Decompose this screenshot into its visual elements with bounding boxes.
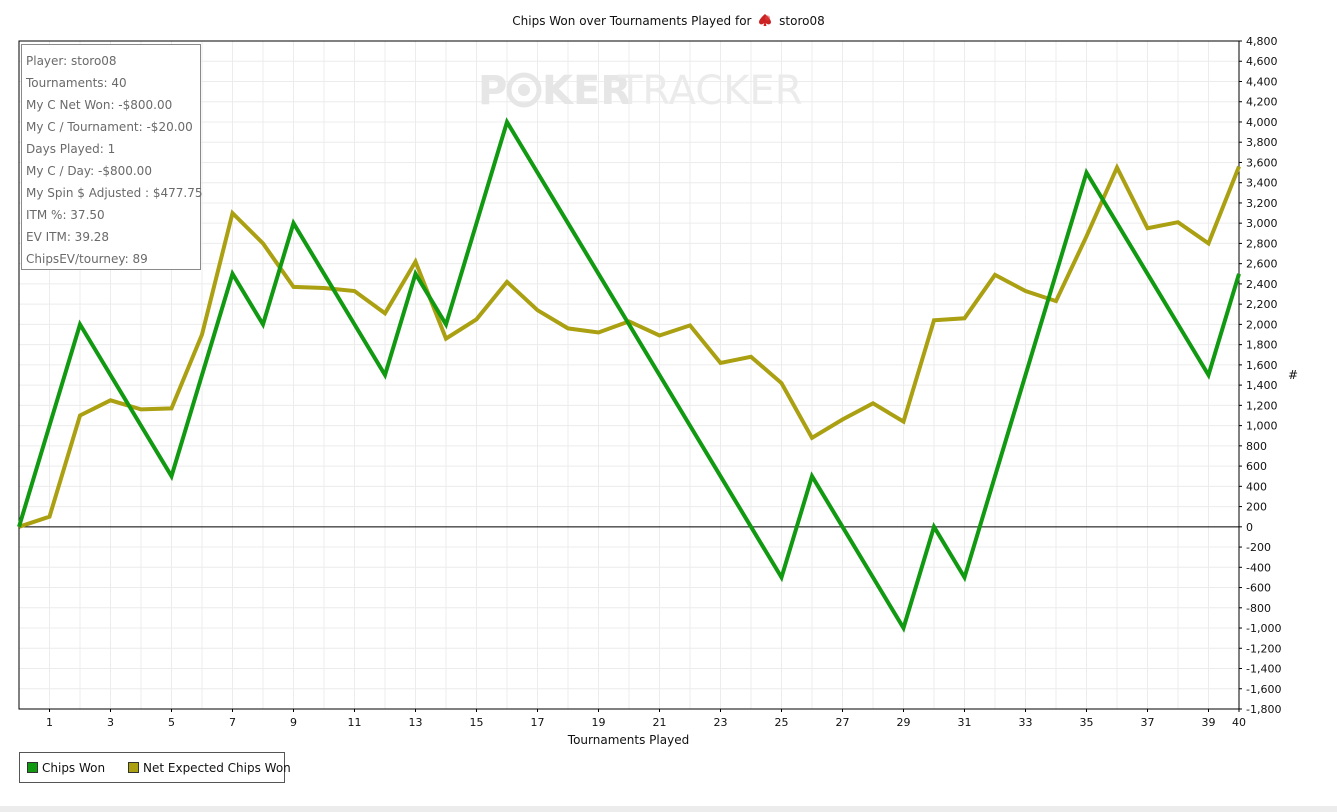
y-tick-label: -1,600 xyxy=(1246,683,1281,696)
stat-ev-itm: EV ITM: 39.28 xyxy=(26,230,110,244)
stats-box: Player: storo08 Tournaments: 40 My C Net… xyxy=(21,44,203,270)
series-lines xyxy=(17,117,1241,633)
y-tick-label: 1,000 xyxy=(1246,420,1278,433)
watermark-text-tracker: TRACKER xyxy=(617,68,803,114)
window-bottom-bar xyxy=(0,806,1337,812)
y-tick-label: 1,200 xyxy=(1246,399,1278,412)
legend-label-chips-won: Chips Won xyxy=(42,761,106,775)
stat-player: Player: storo08 xyxy=(26,54,117,68)
stat-itm: ITM %: 37.50 xyxy=(26,208,105,222)
y-tick-label: -800 xyxy=(1246,602,1271,615)
y-axis-label: # xyxy=(1288,368,1299,382)
tick-labels: -1,800 -1,600 -1,400 -1,200 -1,000 -800 -600 -4… xyxy=(46,35,1281,729)
x-tick-label: 23 xyxy=(714,716,728,729)
y-tick-label: 1,600 xyxy=(1246,359,1278,372)
x-tick-label: 11 xyxy=(348,716,362,729)
watermark-logo: P KER TRACKER xyxy=(478,68,803,114)
y-tick-label: 2,200 xyxy=(1246,298,1278,311)
watermark-text-p: P xyxy=(478,68,507,114)
legend-item-chips-won[interactable]: Chips Won xyxy=(27,761,105,775)
y-tick-label: 3,000 xyxy=(1246,217,1278,230)
y-tick-label: 2,600 xyxy=(1246,258,1278,271)
y-tick-label: 2,800 xyxy=(1246,237,1278,250)
y-tick-label: -1,400 xyxy=(1246,663,1281,676)
x-axis-label: Tournaments Played xyxy=(567,733,690,747)
x-tick-label: 33 xyxy=(1019,716,1033,729)
watermark-text-ker: KER xyxy=(542,68,631,114)
x-tick-label: 17 xyxy=(531,716,545,729)
y-tick-label: 4,800 xyxy=(1246,35,1278,48)
legend-swatch-net-expected xyxy=(128,762,139,773)
legend: Chips Won Net Expected Chips Won xyxy=(19,752,291,783)
y-tick-label: 4,600 xyxy=(1246,55,1278,68)
grid-lines xyxy=(18,40,1240,710)
y-tick-label: 2,400 xyxy=(1246,278,1278,291)
y-tick-label: 1,800 xyxy=(1246,339,1278,352)
x-tick-label: 37 xyxy=(1141,716,1155,729)
x-tick-label: 25 xyxy=(775,716,789,729)
legend-label-net-expected: Net Expected Chips Won xyxy=(143,761,291,775)
stat-spin-adjusted: My Spin $ Adjusted : $477.75 xyxy=(26,186,203,200)
plot-frame xyxy=(18,40,1240,710)
x-tick-label: 13 xyxy=(409,716,423,729)
chart-title-text: Chips Won over Tournaments Played for xyxy=(512,14,752,28)
x-tick-label: 39 xyxy=(1202,716,1216,729)
x-tick-label: 21 xyxy=(653,716,667,729)
y-tick-label: -200 xyxy=(1246,541,1271,554)
red-spade-icon xyxy=(759,14,772,26)
chart-title-player: storo08 xyxy=(779,14,825,28)
y-tick-label: 3,600 xyxy=(1246,156,1278,169)
x-tick-label: 9 xyxy=(290,716,297,729)
y-tick-label: 3,200 xyxy=(1246,197,1278,210)
y-tick-label: 400 xyxy=(1246,480,1267,493)
y-tick-label: 1,400 xyxy=(1246,379,1278,392)
y-tick-label: -600 xyxy=(1246,582,1271,595)
stat-tournaments: Tournaments: 40 xyxy=(26,76,127,90)
y-tick-label: 2,000 xyxy=(1246,318,1278,331)
poker-chip-icon xyxy=(506,72,542,108)
y-tick-label: 3,400 xyxy=(1246,177,1278,190)
y-tick-label: -1,000 xyxy=(1246,622,1281,635)
series-line-chips-won xyxy=(17,117,1241,633)
y-tick-label: -1,800 xyxy=(1246,703,1281,716)
y-tick-label: 0 xyxy=(1246,521,1253,534)
stat-net-won: My C Net Won: -$800.00 xyxy=(26,98,173,112)
y-tick-label: 4,400 xyxy=(1246,75,1278,88)
x-tick-label: 5 xyxy=(168,716,175,729)
x-tick-label: 31 xyxy=(958,716,972,729)
legend-item-net-expected[interactable]: Net Expected Chips Won xyxy=(128,761,291,775)
y-tick-label: 800 xyxy=(1246,440,1267,453)
x-tick-label: 15 xyxy=(470,716,484,729)
stat-chips-ev: ChipsEV/tourney: 89 xyxy=(26,252,148,266)
y-tick-label: -1,200 xyxy=(1246,642,1281,655)
y-tick-label: 4,000 xyxy=(1246,116,1278,129)
y-tick-label: -400 xyxy=(1246,561,1271,574)
stat-per-tournament: My C / Tournament: -$20.00 xyxy=(26,120,193,134)
x-tick-label: 27 xyxy=(836,716,850,729)
x-tick-label: 1 xyxy=(46,716,53,729)
stat-per-day: My C / Day: -$800.00 xyxy=(26,164,152,178)
y-tick-label: 4,200 xyxy=(1246,96,1278,109)
y-tick-label: 600 xyxy=(1246,460,1267,473)
x-tick-label: 29 xyxy=(897,716,911,729)
x-tick-label: 19 xyxy=(592,716,606,729)
y-tick-label: 3,800 xyxy=(1246,136,1278,149)
chart-title: Chips Won over Tournaments Played for st… xyxy=(0,13,1337,28)
legend-swatch-chips-won xyxy=(27,762,38,773)
x-tick-label: 40 xyxy=(1232,716,1246,729)
y-tick-label: 200 xyxy=(1246,501,1267,514)
x-tick-label: 3 xyxy=(107,716,114,729)
x-tick-label: 35 xyxy=(1080,716,1094,729)
axes xyxy=(18,40,1242,712)
x-tick-label: 7 xyxy=(229,716,236,729)
stat-days-played: Days Played: 1 xyxy=(26,142,116,156)
